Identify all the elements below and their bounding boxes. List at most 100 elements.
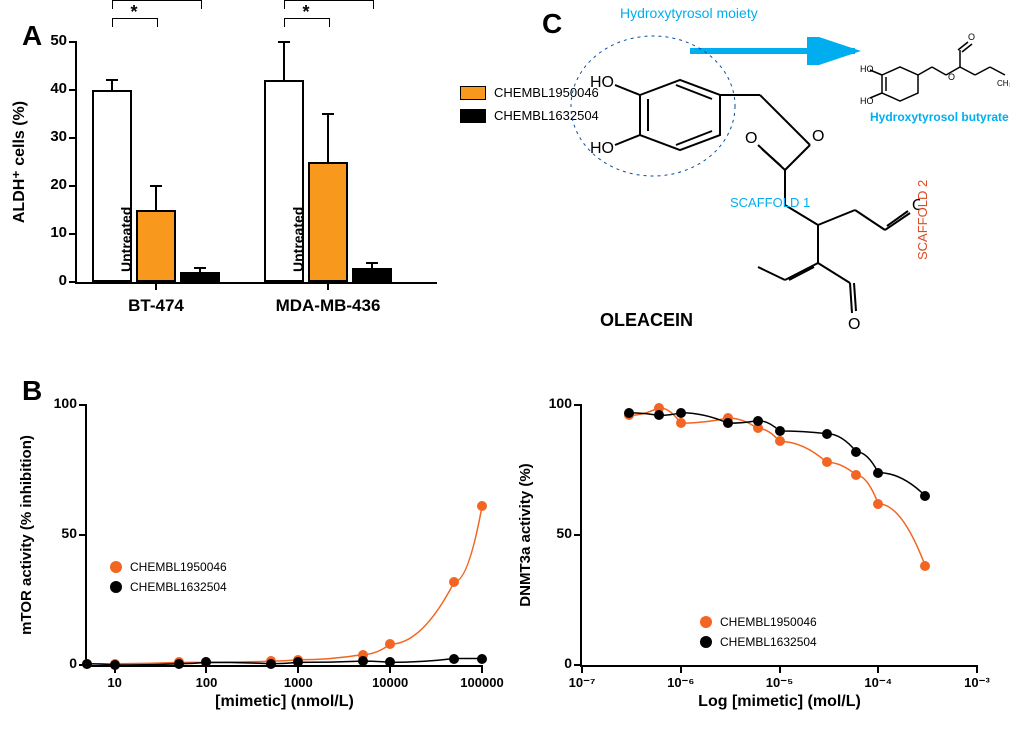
panel-a-y-title: ALDH⁺ cells (%) (9, 101, 29, 223)
panel-b-left-legend-1: CHEMBL1950046 (110, 560, 227, 574)
significance-stars: ** (316, 0, 340, 5)
panel-b-right-y-title: DNMT3a activity (%) (517, 463, 534, 606)
legend-label: CHEMBL1950046 (720, 615, 817, 629)
panel-b-right-legend-2: CHEMBL1632504 (700, 635, 817, 649)
data-point (753, 416, 763, 426)
y-tick (69, 281, 77, 283)
data-point (822, 429, 832, 439)
svg-text:HO: HO (860, 64, 874, 74)
y-tick-label: 100 (540, 395, 572, 411)
data-point (851, 447, 861, 457)
data-point (293, 657, 303, 667)
x-tick (680, 665, 682, 673)
y-tick (69, 89, 77, 91)
oleacein-label: OLEACEIN (600, 310, 693, 331)
y-tick-label: 0 (39, 272, 67, 289)
error-cap (278, 41, 290, 43)
data-point (654, 410, 664, 420)
svg-text:HO: HO (860, 96, 874, 106)
data-point (266, 659, 276, 669)
legend-label: CHEMBL1632504 (720, 635, 817, 649)
panel-c-diagram: Hydroxytyrosol moiety (560, 5, 1010, 365)
data-point (920, 491, 930, 501)
y-tick-label: 10 (39, 224, 67, 241)
y-tick-label: 50 (540, 525, 572, 541)
panel-b-left-legend-2: CHEMBL1632504 (110, 580, 227, 594)
svg-text:O: O (812, 128, 824, 145)
error-cap (322, 113, 334, 115)
bar (352, 268, 392, 282)
bar-vertical-label: Untreated (290, 207, 306, 272)
y-tick-label: 0 (540, 655, 572, 671)
y-tick (79, 404, 87, 406)
data-point (873, 468, 883, 478)
panel-b-left-x-title: [mimetic] (nmol/L) (87, 693, 482, 711)
data-point (358, 656, 368, 666)
legend-label: CHEMBL1950046 (130, 560, 227, 574)
x-tick-label: 10000 (360, 675, 420, 690)
x-tick (481, 665, 483, 673)
legend-label: CHEMBL1632504 (130, 580, 227, 594)
svg-text:HO: HO (590, 74, 614, 91)
bar (136, 210, 176, 282)
svg-text:O: O (745, 130, 757, 147)
x-tick (779, 665, 781, 673)
data-point (723, 418, 733, 428)
error-cap (150, 185, 162, 187)
y-tick-label: 100 (45, 395, 77, 411)
svg-text:O: O (968, 32, 975, 42)
y-tick-label: 30 (39, 128, 67, 145)
bar-vertical-label: Untreated (118, 207, 134, 272)
y-tick (69, 41, 77, 43)
group-label: MDA-MB-436 (254, 296, 402, 316)
x-tick-label: 10⁻³ (947, 675, 1007, 691)
error-bar (327, 114, 329, 162)
x-tick (155, 282, 157, 290)
legend-dot-icon (110, 561, 122, 573)
y-tick (69, 233, 77, 235)
x-tick (327, 282, 329, 290)
x-tick-label: 10⁻⁴ (848, 675, 908, 691)
y-tick (69, 185, 77, 187)
y-tick (574, 404, 582, 406)
y-tick-label: 0 (45, 655, 77, 671)
bar (180, 272, 220, 282)
x-tick-label: 10⁻⁶ (651, 675, 711, 691)
svg-text:O: O (948, 72, 955, 82)
hydroxytyrosol-butyrate-structure-icon: HO HO O O CH₃ (860, 20, 1010, 110)
panel-b-right-x-title: Log [mimetic] (mol/L) (582, 693, 977, 711)
svg-text:HO: HO (590, 140, 614, 157)
y-tick (79, 534, 87, 536)
x-tick-label: 100 (176, 675, 236, 690)
data-point (385, 657, 395, 667)
legend-dot-icon (700, 636, 712, 648)
data-point (775, 426, 785, 436)
svg-text:CH₃: CH₃ (997, 79, 1010, 88)
hb-label: Hydroxytyrosol butyrate (870, 110, 1009, 124)
data-point (449, 654, 459, 664)
y-tick-label: 50 (39, 32, 67, 49)
y-tick (574, 534, 582, 536)
legend-dot-icon (110, 581, 122, 593)
legend-swatch (460, 109, 486, 123)
series-curve (87, 405, 482, 665)
legend-swatch (460, 86, 486, 100)
error-cap (194, 267, 206, 269)
error-bar (111, 80, 113, 90)
error-cap (106, 79, 118, 81)
data-point (82, 659, 92, 669)
error-bar (155, 186, 157, 210)
significance-stars: ** (144, 0, 168, 5)
y-tick-label: 20 (39, 176, 67, 193)
data-point (174, 659, 184, 669)
error-cap (366, 262, 378, 264)
x-tick (581, 665, 583, 673)
x-tick-label: 10 (85, 675, 145, 690)
svg-text:O: O (848, 316, 860, 333)
legend-dot-icon (700, 616, 712, 628)
scaffold1-label: SCAFFOLD 1 (730, 195, 810, 210)
x-tick-label: 10⁻⁵ (750, 675, 810, 691)
data-point (477, 654, 487, 664)
x-tick (877, 665, 879, 673)
data-point (201, 657, 211, 667)
